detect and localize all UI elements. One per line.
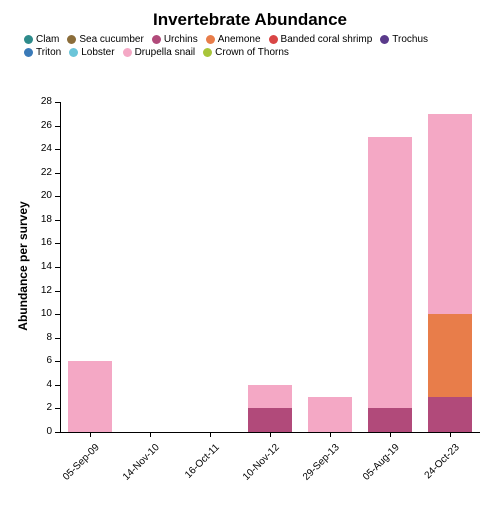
x-tick-mark bbox=[390, 432, 391, 437]
bar-segment bbox=[368, 137, 411, 408]
legend-swatch bbox=[269, 35, 278, 44]
x-tick-mark bbox=[150, 432, 151, 437]
legend-label: Trochus bbox=[392, 34, 428, 45]
y-tick-label: 10 bbox=[0, 308, 52, 319]
y-tick-label: 6 bbox=[0, 355, 52, 366]
x-tick-mark bbox=[330, 432, 331, 437]
y-tick-mark bbox=[55, 126, 60, 127]
y-tick-mark bbox=[55, 220, 60, 221]
y-tick-mark bbox=[55, 408, 60, 409]
y-tick-label: 4 bbox=[0, 379, 52, 390]
y-tick-label: 18 bbox=[0, 214, 52, 225]
y-tick-mark bbox=[55, 314, 60, 315]
x-tick-mark bbox=[90, 432, 91, 437]
legend-item: Urchins bbox=[152, 34, 198, 45]
y-tick-label: 8 bbox=[0, 332, 52, 343]
y-tick-mark bbox=[55, 173, 60, 174]
y-axis-line bbox=[60, 102, 61, 432]
legend-item: Lobster bbox=[69, 47, 114, 58]
y-tick-label: 16 bbox=[0, 237, 52, 248]
y-tick-mark bbox=[55, 267, 60, 268]
legend-item: Crown of Thorns bbox=[203, 47, 289, 58]
bar-segment bbox=[68, 361, 111, 432]
y-tick-mark bbox=[55, 102, 60, 103]
bar-segment bbox=[248, 408, 291, 432]
legend-item: Triton bbox=[24, 47, 61, 58]
legend-item: Anemone bbox=[206, 34, 261, 45]
y-tick-label: 14 bbox=[0, 261, 52, 272]
chart-legend: Clam Sea cucumber Urchins Anemone Banded cor… bbox=[24, 34, 464, 58]
legend-label: Anemone bbox=[218, 34, 261, 45]
y-tick-label: 12 bbox=[0, 285, 52, 296]
legend-label: Banded coral shrimp bbox=[281, 34, 373, 45]
legend-swatch bbox=[152, 35, 161, 44]
legend-swatch bbox=[206, 35, 215, 44]
y-tick-mark bbox=[55, 361, 60, 362]
bar-segment bbox=[248, 385, 291, 409]
legend-swatch bbox=[123, 48, 132, 57]
legend-item: Clam bbox=[24, 34, 59, 45]
bar-segment bbox=[368, 408, 411, 432]
legend-swatch bbox=[24, 35, 33, 44]
chart-title: Invertebrate Abundance bbox=[0, 10, 500, 30]
legend-item: Trochus bbox=[380, 34, 428, 45]
legend-label: Sea cucumber bbox=[79, 34, 143, 45]
y-tick-mark bbox=[55, 338, 60, 339]
bar-segment bbox=[308, 397, 351, 432]
legend-item: Drupella snail bbox=[123, 47, 196, 58]
legend-label: Lobster bbox=[81, 47, 114, 58]
bar-segment bbox=[428, 397, 471, 432]
chart-container: Invertebrate Abundance Clam Sea cucumber U… bbox=[0, 0, 500, 500]
legend-label: Urchins bbox=[164, 34, 198, 45]
legend-label: Crown of Thorns bbox=[215, 47, 289, 58]
legend-swatch bbox=[67, 35, 76, 44]
y-tick-label: 24 bbox=[0, 143, 52, 154]
legend-swatch bbox=[24, 48, 33, 57]
legend-swatch bbox=[380, 35, 389, 44]
y-tick-mark bbox=[55, 196, 60, 197]
x-tick-mark bbox=[450, 432, 451, 437]
y-tick-label: 28 bbox=[0, 96, 52, 107]
legend-swatch bbox=[69, 48, 78, 57]
y-tick-mark bbox=[55, 149, 60, 150]
legend-item: Banded coral shrimp bbox=[269, 34, 373, 45]
y-tick-label: 0 bbox=[0, 426, 52, 437]
plot-area bbox=[60, 102, 480, 432]
bar-segment bbox=[428, 314, 471, 397]
y-tick-mark bbox=[55, 432, 60, 433]
legend-label: Triton bbox=[36, 47, 61, 58]
legend-item: Sea cucumber bbox=[67, 34, 143, 45]
y-tick-label: 26 bbox=[0, 120, 52, 131]
legend-label: Clam bbox=[36, 34, 59, 45]
legend-label: Drupella snail bbox=[135, 47, 196, 58]
y-tick-mark bbox=[55, 243, 60, 244]
x-tick-mark bbox=[270, 432, 271, 437]
legend-swatch bbox=[203, 48, 212, 57]
y-tick-mark bbox=[55, 291, 60, 292]
y-tick-label: 20 bbox=[0, 190, 52, 201]
y-tick-mark bbox=[55, 385, 60, 386]
x-tick-mark bbox=[210, 432, 211, 437]
bar-segment bbox=[428, 114, 471, 314]
y-tick-label: 2 bbox=[0, 402, 52, 413]
y-tick-label: 22 bbox=[0, 167, 52, 178]
